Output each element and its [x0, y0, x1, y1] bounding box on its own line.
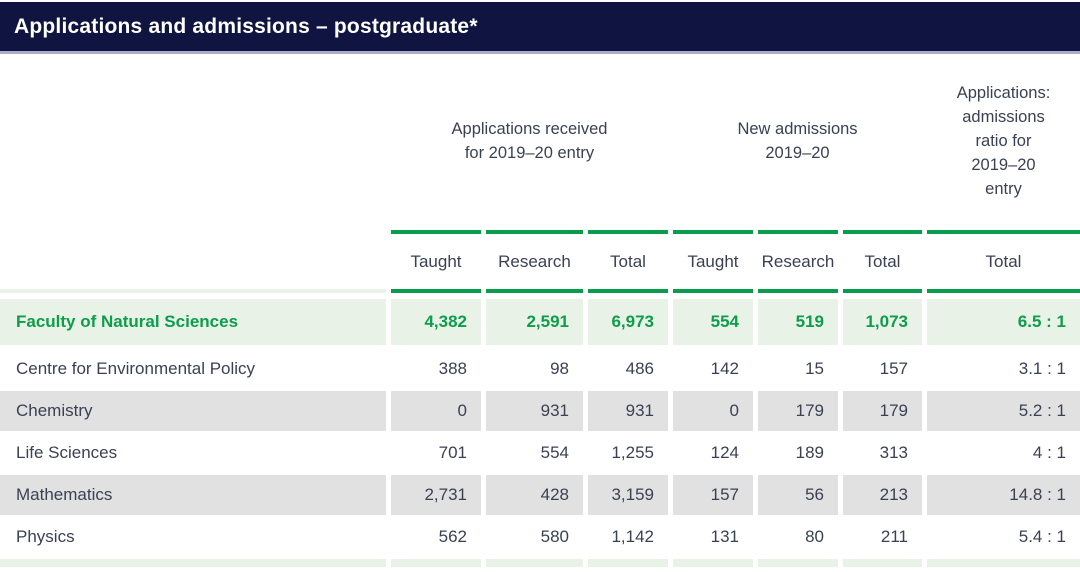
- value-cell: 56: [758, 475, 838, 515]
- table-row-faculty-summary: Faculty of Natural Sciences 4,382 2,591 …: [0, 299, 1080, 345]
- row-label: Faculty of Natural Sciences: [0, 299, 386, 345]
- table-row: Mathematics 2,731 428 3,159 157 56 213 1…: [0, 475, 1080, 515]
- ratio-cell: 5.4 : 1: [1018, 527, 1066, 546]
- value-cell: 124: [710, 443, 739, 462]
- value-cell: 1,255: [611, 443, 654, 462]
- value-cell: 313: [879, 443, 908, 462]
- value-cell: 142: [710, 359, 739, 378]
- ratio-cell: 3.1 : 1: [1018, 359, 1066, 378]
- column-header-total-ratio: Total: [927, 230, 1080, 293]
- value-cell: 428: [486, 475, 583, 515]
- value-cell: 80: [805, 527, 824, 546]
- value-cell: 4,382: [391, 299, 481, 345]
- value-cell: 179: [843, 391, 922, 431]
- value-cell: 931: [486, 391, 583, 431]
- ratio-cell: 14.8 : 1: [927, 475, 1080, 515]
- ratio-cell: 5.2 : 1: [927, 391, 1080, 431]
- group-header-applications-received: Applications received for 2019–20 entry: [451, 120, 608, 162]
- value-cell: 1,142: [611, 527, 654, 546]
- value-cell: 211: [880, 527, 908, 546]
- value-cell: 0: [673, 391, 753, 431]
- value-cell: 3,159: [588, 475, 668, 515]
- value-cell: 157: [879, 359, 908, 378]
- value-cell: 388: [438, 359, 467, 378]
- column-header-empty: [0, 230, 386, 293]
- value-cell: 486: [625, 359, 654, 378]
- next-row-peek-cell: [391, 559, 481, 567]
- value-cell: 2,591: [486, 299, 583, 345]
- value-cell: 15: [805, 359, 824, 378]
- ratio-cell: 6.5 : 1: [927, 299, 1080, 345]
- next-row-peek-cell: [843, 559, 922, 567]
- table-row: Life Sciences 701 554 1,255 124 189 313 …: [0, 433, 1080, 473]
- column-header-research-applications: Research: [486, 230, 583, 293]
- column-header-research-admissions: Research: [758, 230, 838, 293]
- next-row-peek: [0, 559, 1080, 567]
- table-row: Physics 562 580 1,142 131 80 211 5.4 : 1: [0, 517, 1080, 557]
- page-title: Applications and admissions – postgradua…: [14, 14, 478, 38]
- column-header-taught-admissions: Taught: [673, 230, 753, 293]
- value-cell: 554: [673, 299, 753, 345]
- next-row-peek-cell: [0, 559, 386, 567]
- column-header-taught-applications: Taught: [391, 230, 481, 293]
- value-cell: 98: [550, 359, 569, 378]
- table-row: Centre for Environmental Policy 388 98 4…: [0, 349, 1080, 389]
- column-header-total-admissions: Total: [843, 230, 922, 293]
- value-cell: 0: [391, 391, 481, 431]
- next-row-peek-cell: [673, 559, 753, 567]
- row-label: Physics: [16, 527, 75, 546]
- group-header-applications-admissions-ratio: Applications: admissions ratio for 2019–…: [956, 84, 1051, 198]
- column-header-row: Taught Research Total Taught Research To…: [0, 230, 1080, 293]
- table-row: Chemistry 0 931 931 0 179 179 5.2 : 1: [0, 391, 1080, 431]
- value-cell: 213: [843, 475, 922, 515]
- value-cell: 6,973: [588, 299, 668, 345]
- value-cell: 701: [438, 443, 467, 462]
- row-label: Mathematics: [0, 475, 386, 515]
- value-cell: 189: [795, 443, 824, 462]
- row-label: Chemistry: [0, 391, 386, 431]
- ratio-cell: 4 : 1: [1032, 443, 1066, 462]
- value-cell: 131: [710, 527, 739, 546]
- title-bar: Applications and admissions – postgradua…: [0, 2, 1080, 54]
- next-row-peek-cell: [758, 559, 838, 567]
- column-header-total-applications: Total: [588, 230, 668, 293]
- row-label: Life Sciences: [16, 443, 118, 462]
- value-cell: 580: [540, 527, 569, 546]
- value-cell: 179: [758, 391, 838, 431]
- value-cell: 519: [758, 299, 838, 345]
- value-cell: 562: [438, 527, 467, 546]
- value-cell: 157: [673, 475, 753, 515]
- next-row-peek-cell: [588, 559, 668, 567]
- value-cell: 931: [588, 391, 668, 431]
- value-cell: 554: [540, 443, 569, 462]
- group-header-new-admissions: New admissions 2019–20: [737, 120, 858, 162]
- column-group-header-row: Applications received for 2019–20 entry …: [0, 54, 1080, 230]
- next-row-peek-cell: [486, 559, 583, 567]
- row-label: Centre for Environmental Policy: [16, 359, 256, 378]
- value-cell: 2,731: [391, 475, 481, 515]
- next-row-peek-cell: [927, 559, 1080, 567]
- value-cell: 1,073: [843, 299, 922, 345]
